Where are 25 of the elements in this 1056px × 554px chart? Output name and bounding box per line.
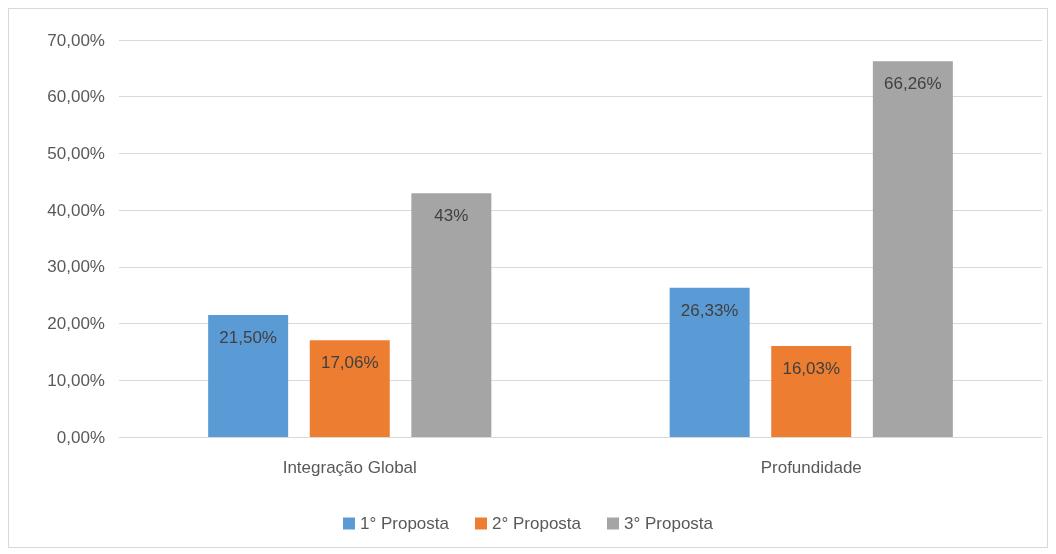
- y-tick-label: 70,00%: [47, 30, 105, 50]
- y-tick-label: 0,00%: [56, 427, 105, 447]
- data-label: 17,06%: [320, 353, 379, 373]
- bar: [411, 193, 492, 437]
- data-label: 26,33%: [680, 300, 739, 320]
- legend-label: 1° Proposta: [359, 514, 450, 533]
- legend-label: 3° Proposta: [624, 514, 714, 533]
- x-tick-label: Integração Global: [282, 458, 417, 477]
- data-label: 16,03%: [782, 359, 841, 379]
- y-tick-label: 20,00%: [47, 314, 105, 334]
- bar: [669, 287, 750, 437]
- bar: [309, 340, 390, 437]
- bar: [208, 315, 289, 437]
- bar: [872, 61, 953, 437]
- y-tick-label: 60,00%: [47, 87, 105, 107]
- y-tick-label: 30,00%: [47, 257, 105, 277]
- bar: [771, 346, 852, 437]
- data-label: 43%: [434, 206, 469, 226]
- y-tick-label: 10,00%: [47, 370, 105, 390]
- x-tick-label: Profundidade: [760, 458, 862, 477]
- y-tick-label: 40,00%: [47, 200, 105, 220]
- y-tick-label: 50,00%: [47, 143, 105, 163]
- legend-label: 2° Proposta: [491, 514, 582, 533]
- data-label: 21,50%: [219, 328, 277, 348]
- data-label: 66,26%: [884, 74, 942, 94]
